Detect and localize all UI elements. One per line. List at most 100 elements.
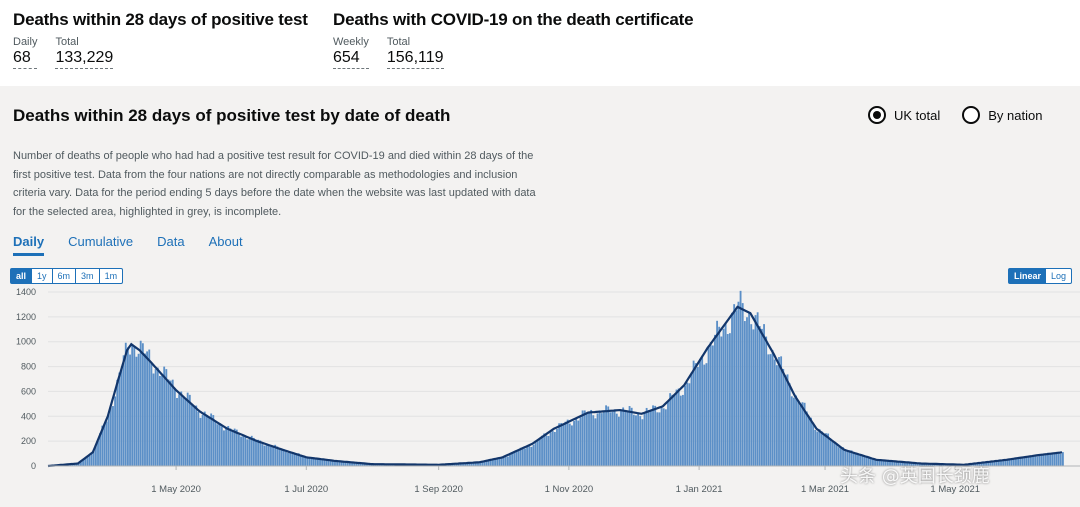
- daily-bar: [822, 434, 825, 466]
- daily-bar: [869, 457, 872, 466]
- daily-bar: [171, 379, 174, 466]
- daily-bar: [541, 435, 543, 466]
- scale-toggle: Linear Log: [1008, 268, 1073, 284]
- daily-bar: [793, 397, 795, 466]
- metric-value[interactable]: 654: [333, 49, 369, 69]
- daily-bar: [97, 440, 99, 466]
- daily-bar: [818, 429, 821, 466]
- daily-bar: [923, 463, 926, 466]
- tab-cumulative[interactable]: Cumulative: [68, 234, 134, 249]
- tab-daily[interactable]: Daily: [13, 234, 45, 256]
- daily-bar: [741, 303, 744, 466]
- daily-bar: [101, 425, 104, 466]
- daily-bar: [603, 411, 605, 466]
- daily-bar: [701, 355, 704, 466]
- metric-weekly[interactable]: Weekly 654: [333, 36, 369, 69]
- headline-metrics: Weekly 654 Total 156,119: [333, 36, 693, 69]
- daily-bar: [976, 462, 979, 466]
- daily-bar: [489, 460, 492, 466]
- daily-bar: [899, 461, 902, 466]
- daily-bar: [363, 463, 366, 466]
- radio-uk-total[interactable]: UK total: [868, 106, 940, 124]
- daily-bar: [545, 435, 548, 466]
- daily-bar: [754, 315, 757, 466]
- range-6m-button[interactable]: 6m: [53, 269, 77, 283]
- metric-total[interactable]: Total 156,119: [386, 36, 444, 69]
- metric-value[interactable]: 156,119: [386, 49, 444, 69]
- daily-bar: [867, 456, 870, 466]
- daily-bar: [842, 447, 844, 466]
- y-tick-label: 200: [21, 436, 36, 446]
- daily-bar: [831, 441, 834, 466]
- daily-bar: [308, 458, 311, 466]
- radio-by-nation[interactable]: By nation: [962, 106, 1042, 124]
- daily-bar: [267, 444, 270, 466]
- daily-bar: [878, 460, 881, 466]
- daily-bar: [543, 433, 546, 466]
- daily-bar: [756, 312, 759, 466]
- scale-log-button[interactable]: Log: [1051, 271, 1067, 281]
- daily-bar: [641, 419, 644, 466]
- metric-total[interactable]: Total 133,229: [55, 36, 114, 69]
- daily-bar: [711, 345, 714, 466]
- range-all-button[interactable]: all: [11, 269, 33, 283]
- daily-bar: [141, 343, 144, 466]
- x-tick-label: 1 Sep 2020: [414, 484, 463, 495]
- chart-y-axis: 0 200 400 600 800 1000 1200 1400: [16, 287, 36, 471]
- metric-value[interactable]: 68: [13, 49, 38, 69]
- daily-bar: [993, 461, 996, 466]
- daily-bar: [575, 418, 578, 466]
- metric-daily[interactable]: Daily 68: [13, 36, 38, 69]
- daily-bar: [1021, 457, 1024, 466]
- daily-bar: [75, 463, 78, 466]
- chart-x-axis: 1 May 2020 1 Jul 2020 1 Sep 2020 1 Nov 2020…: [151, 466, 980, 495]
- deaths-chart[interactable]: 0 200 400 600 800 1000 1200 1400 1 May 2020 1 Ju…: [0, 86, 1080, 507]
- daily-bar: [568, 423, 571, 466]
- daily-bar: [310, 458, 313, 466]
- daily-bar: [500, 457, 503, 466]
- daily-bar: [916, 463, 919, 466]
- daily-bar: [80, 461, 82, 466]
- daily-bar: [573, 420, 575, 466]
- tab-data[interactable]: Data: [157, 234, 185, 249]
- range-3m-button[interactable]: 3m: [76, 269, 100, 283]
- daily-bar: [980, 462, 983, 466]
- range-1y-button[interactable]: 1y: [32, 269, 53, 283]
- daily-bar: [366, 463, 368, 466]
- daily-bar: [886, 460, 889, 466]
- daily-bar: [1012, 459, 1015, 466]
- daily-bar: [987, 462, 990, 466]
- chart-tabs: Daily Cumulative Data About: [13, 234, 267, 256]
- daily-bar: [182, 397, 185, 466]
- daily-bar: [1023, 456, 1026, 466]
- daily-bar: [483, 461, 486, 466]
- daily-bar: [632, 414, 635, 466]
- scale-linear-button[interactable]: Linear: [1009, 269, 1047, 283]
- daily-bar: [805, 411, 808, 466]
- daily-bar: [504, 456, 507, 466]
- radio-checked-icon[interactable]: [868, 106, 886, 124]
- daily-bar: [882, 460, 885, 466]
- range-1m-button[interactable]: 1m: [104, 271, 118, 281]
- daily-bar: [263, 445, 266, 466]
- daily-bar: [861, 456, 864, 466]
- daily-bar: [334, 461, 336, 466]
- daily-bar: [248, 437, 251, 466]
- daily-bar: [673, 395, 676, 466]
- chart-description: Number of deaths of people who had had a…: [13, 150, 536, 218]
- daily-bar: [1017, 458, 1020, 466]
- daily-bar: [839, 447, 842, 466]
- tab-about[interactable]: About: [208, 234, 243, 249]
- card-title: Deaths within 28 days of positive test b…: [13, 106, 451, 125]
- daily-bar: [566, 419, 569, 466]
- daily-bar: [212, 415, 215, 466]
- daily-bar: [223, 430, 225, 466]
- daily-bar: [558, 423, 561, 466]
- daily-bar: [511, 452, 514, 466]
- daily-bar: [124, 342, 127, 466]
- radio-unchecked-icon[interactable]: [962, 106, 981, 124]
- daily-bar: [810, 417, 812, 466]
- daily-bar: [733, 304, 736, 466]
- metric-value[interactable]: 133,229: [55, 49, 114, 69]
- daily-bar: [991, 461, 994, 466]
